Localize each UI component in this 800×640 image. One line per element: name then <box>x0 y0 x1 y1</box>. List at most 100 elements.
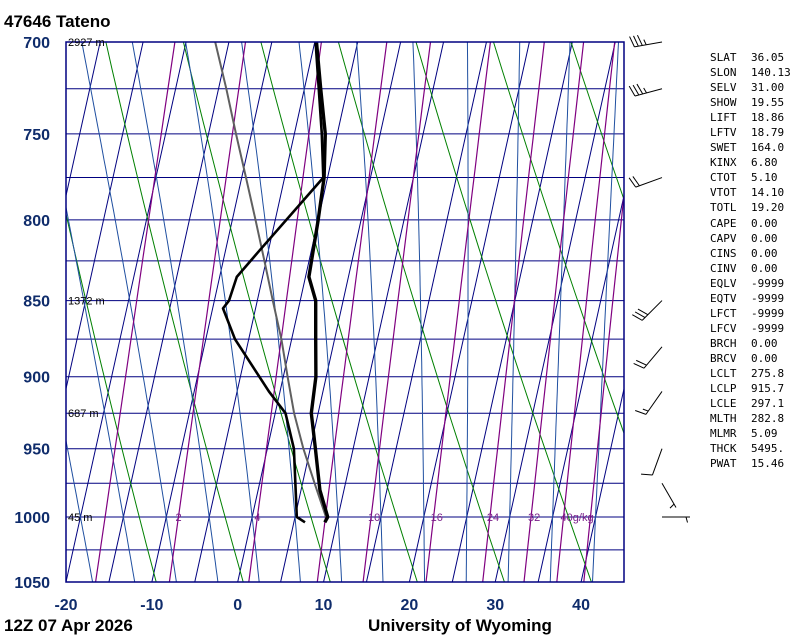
isotherm-line <box>451 42 573 582</box>
wind-barb-staff <box>651 448 663 476</box>
pressure-tick-label: 750 <box>23 127 50 144</box>
skewt-grid <box>0 42 624 582</box>
index-row: SHOW 19.55 <box>710 95 791 110</box>
index-name: MLTH <box>710 412 737 426</box>
isotherm-line <box>537 193 624 582</box>
moist-adiabat <box>298 42 343 582</box>
index-row: SELV 31.00 <box>710 80 791 95</box>
wind-barb-staff <box>645 391 663 415</box>
wind-barb-staff <box>641 300 663 321</box>
index-name: TOTL <box>710 201 737 215</box>
wind-barb-feather <box>634 311 646 318</box>
dry-adiabat <box>337 42 505 582</box>
index-name: SLON <box>710 66 737 80</box>
index-value: 19.55 <box>751 96 785 110</box>
moist-adiabat <box>549 42 571 582</box>
index-row: BRCH 0.00 <box>710 336 791 351</box>
index-value: 297.1 <box>751 397 785 411</box>
temperature-tick-label: 40 <box>572 597 590 614</box>
mixing-ratio-label: 2 <box>175 512 181 524</box>
wind-barb <box>662 516 690 523</box>
isotherm-line <box>66 42 144 392</box>
index-row: PWAT 15.46 <box>710 456 791 471</box>
wind-barb-feather <box>632 84 640 96</box>
index-row: THCK 5495. <box>710 441 791 456</box>
index-name: LFCT <box>710 306 737 320</box>
index-value: 915.7 <box>751 382 785 396</box>
pressure-tick-label: 1050 <box>14 575 50 592</box>
index-row: EQTV -9999 <box>710 291 791 306</box>
wind-barb-staff <box>634 41 663 48</box>
wind-barb-feather <box>635 410 647 415</box>
index-value: 164.0 <box>751 141 785 155</box>
wind-barb <box>633 346 663 369</box>
moist-adiabat <box>465 42 469 582</box>
isotherm-line <box>365 42 487 582</box>
index-row: LFCT -9999 <box>710 306 791 321</box>
index-name: SWET <box>710 141 737 155</box>
index-value: -9999 <box>751 291 785 305</box>
mixing-ratio-label: 10 <box>368 512 380 524</box>
isotherm-line <box>194 42 316 582</box>
dry-adiabat <box>260 42 418 582</box>
isotherm-line <box>151 42 273 582</box>
index-row: LCLT 275.8 <box>710 366 791 381</box>
mixing-ratio-line <box>316 42 388 582</box>
moist-adiabat <box>241 42 301 582</box>
index-row: CTOT 5.10 <box>710 170 791 185</box>
wind-barb <box>628 176 663 188</box>
temperature-trace <box>307 42 330 524</box>
index-row: SLON 140.13 <box>710 65 791 80</box>
data-source: University of Wyoming <box>368 616 552 635</box>
index-name: SHOW <box>710 96 737 110</box>
mixing-ratio-line <box>583 189 624 582</box>
index-value: 6.80 <box>751 156 778 170</box>
dry-adiabat <box>570 42 624 201</box>
height-label: 2927 m <box>68 37 105 49</box>
wind-barb-feather <box>633 35 639 47</box>
index-value: 0.00 <box>751 351 778 365</box>
moist-adiabat <box>185 42 260 582</box>
dewpoint-trace <box>221 42 325 524</box>
isotherm-line <box>0 42 57 582</box>
index-name: KINX <box>710 156 737 170</box>
index-name: CAPV <box>710 231 737 245</box>
index-value: 275.8 <box>751 366 785 380</box>
moist-adiabat <box>81 42 177 582</box>
isotherm-line <box>580 386 624 582</box>
index-value: 31.00 <box>751 81 785 95</box>
index-value: 0.00 <box>751 261 778 275</box>
station-title: 47646 Tateno <box>4 12 111 31</box>
index-value: 36.05 <box>751 51 785 64</box>
index-value: 0.00 <box>751 336 778 350</box>
pressure-tick-label: 1000 <box>14 510 50 527</box>
skewt-frame <box>65 41 625 583</box>
index-value: 14.10 <box>751 186 785 200</box>
index-name: VTOT <box>710 186 737 200</box>
height-label: 687 m <box>68 408 99 420</box>
index-row: CINV 0.00 <box>710 261 791 276</box>
index-row: LFCV -9999 <box>710 321 791 336</box>
wind-barb-feather <box>633 362 645 369</box>
mixing-ratio-line <box>168 42 247 582</box>
mixing-ratio-line <box>248 42 322 582</box>
wind-barb-feather <box>629 36 635 48</box>
index-name: EQTV <box>710 291 737 305</box>
dry-adiabat <box>493 42 624 435</box>
index-row: EQLV -9999 <box>710 276 791 291</box>
index-row: SLAT 36.05 <box>710 50 791 65</box>
index-row: KINX 6.80 <box>710 155 791 170</box>
wind-barb-feather <box>636 359 647 366</box>
moist-adiabat <box>412 42 425 582</box>
index-value: -9999 <box>751 276 785 290</box>
mixing-ratio-line <box>556 42 616 582</box>
index-value: 18.79 <box>751 126 785 140</box>
index-row: LCLP 915.7 <box>710 381 791 396</box>
wind-barb-staff <box>634 88 663 97</box>
index-row: MLTH 282.8 <box>710 411 791 426</box>
wind-barb-feather <box>636 83 644 95</box>
mixing-ratio-label: 16 <box>431 512 443 524</box>
index-row: BRCV 0.00 <box>710 351 791 366</box>
temperature-tick-label: 10 <box>315 597 333 614</box>
